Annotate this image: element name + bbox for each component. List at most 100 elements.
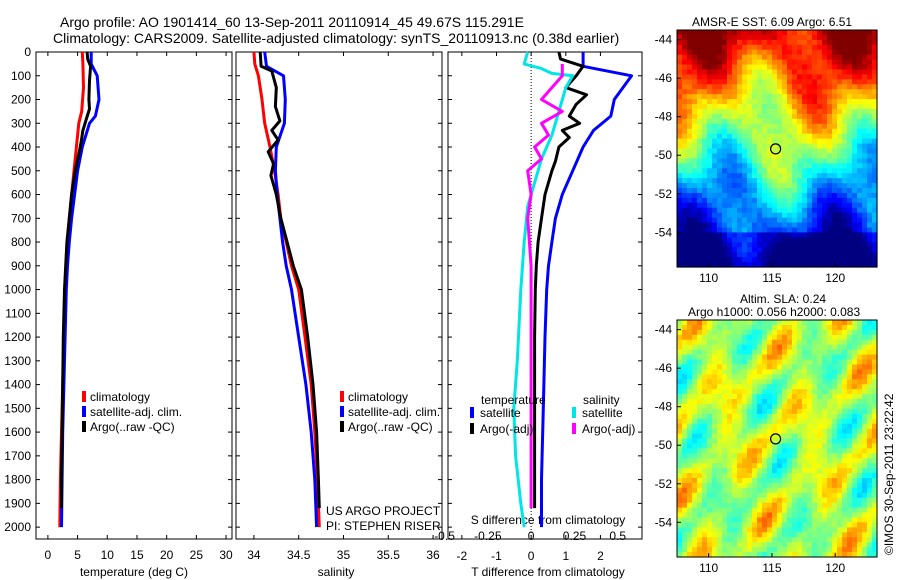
map-cell (807, 532, 813, 538)
map-cell (792, 329, 798, 336)
map-cell (757, 448, 763, 454)
map-cell (712, 227, 718, 234)
map-cell (747, 197, 753, 204)
map-cell (742, 339, 748, 346)
map-cell (707, 344, 713, 351)
map-cell (817, 99, 823, 105)
map-cell (772, 173, 778, 179)
map-cell (727, 339, 733, 346)
map-cell (692, 547, 698, 553)
map-cell (872, 468, 878, 474)
map-cell (822, 237, 828, 243)
map-cell (732, 118, 738, 125)
map-cell (702, 334, 708, 341)
map-cell (697, 537, 703, 543)
map-cell (722, 247, 728, 253)
map-cell (857, 143, 863, 150)
map-cell (752, 418, 758, 425)
map-cell (867, 34, 873, 41)
map-cell (857, 153, 863, 159)
map-cell (762, 84, 768, 90)
map-cell (717, 532, 723, 538)
map-cell (852, 183, 858, 189)
map-cell (692, 34, 698, 41)
map-cell (677, 192, 683, 199)
map-cell (872, 39, 878, 46)
map-cell (682, 423, 688, 430)
map-cell (837, 64, 843, 71)
map-cell (767, 423, 773, 430)
map-cell (872, 242, 878, 248)
map-cell (702, 153, 708, 159)
map-cell (787, 59, 793, 66)
map-cell (812, 418, 818, 425)
map-cell (742, 320, 748, 326)
map-cell (857, 54, 863, 61)
map-cell (677, 232, 683, 238)
map-cell (807, 163, 813, 169)
map-cell (677, 49, 683, 56)
map-cell (777, 542, 783, 548)
map-cell (802, 384, 808, 390)
map-cell (847, 133, 853, 140)
map-cell (867, 517, 873, 524)
map-cell (822, 104, 828, 110)
map-cell (767, 188, 773, 194)
map-cell (737, 468, 743, 474)
map-cell (692, 109, 698, 115)
map-cell (842, 492, 848, 499)
map-cell (842, 339, 848, 346)
map-cell (837, 369, 843, 375)
map-cell (827, 257, 833, 263)
map-cell (777, 473, 783, 479)
map-cell (697, 418, 703, 425)
map-cell (872, 94, 878, 100)
map-cell (692, 257, 698, 263)
map-cell (742, 168, 748, 174)
map-cell (677, 448, 683, 454)
map-cell (747, 423, 753, 430)
map-cell (777, 517, 783, 524)
map-cell (852, 334, 858, 341)
map-cell (682, 158, 688, 164)
map-cell (777, 227, 783, 234)
map-cell (732, 497, 738, 504)
map-cell (852, 178, 858, 184)
map-cell (867, 232, 873, 238)
map-cell (702, 349, 708, 356)
map-cell (712, 547, 718, 553)
map-cell (702, 217, 708, 224)
map-cell (822, 512, 828, 519)
map-cell (677, 227, 683, 234)
map-cell (737, 399, 743, 405)
map-cell (732, 492, 738, 499)
map-cell (702, 197, 708, 204)
map-cell (852, 262, 858, 268)
map-cell (867, 188, 873, 194)
map-cell (727, 252, 733, 258)
map-cell (722, 168, 728, 174)
map-cell (697, 399, 703, 405)
map-cell (727, 507, 733, 514)
map-cell (717, 399, 723, 405)
map-cell (702, 138, 708, 145)
map-cell (842, 364, 848, 370)
map-cell (692, 389, 698, 395)
map-cell (752, 247, 758, 253)
map-cell (737, 74, 743, 80)
map-cell (742, 99, 748, 105)
map-cell (712, 84, 718, 90)
map-cell (797, 384, 803, 390)
map-cell (702, 192, 708, 199)
map-cell (862, 192, 868, 199)
map-cell (747, 163, 753, 169)
map-cell (802, 54, 808, 61)
map-cell (707, 123, 713, 130)
map-cell (842, 34, 848, 41)
map-cell (712, 527, 718, 533)
map-cell (827, 492, 833, 499)
map-cell (692, 79, 698, 85)
map-cell (787, 237, 793, 243)
map-cell (682, 217, 688, 224)
map-cell (687, 329, 693, 336)
